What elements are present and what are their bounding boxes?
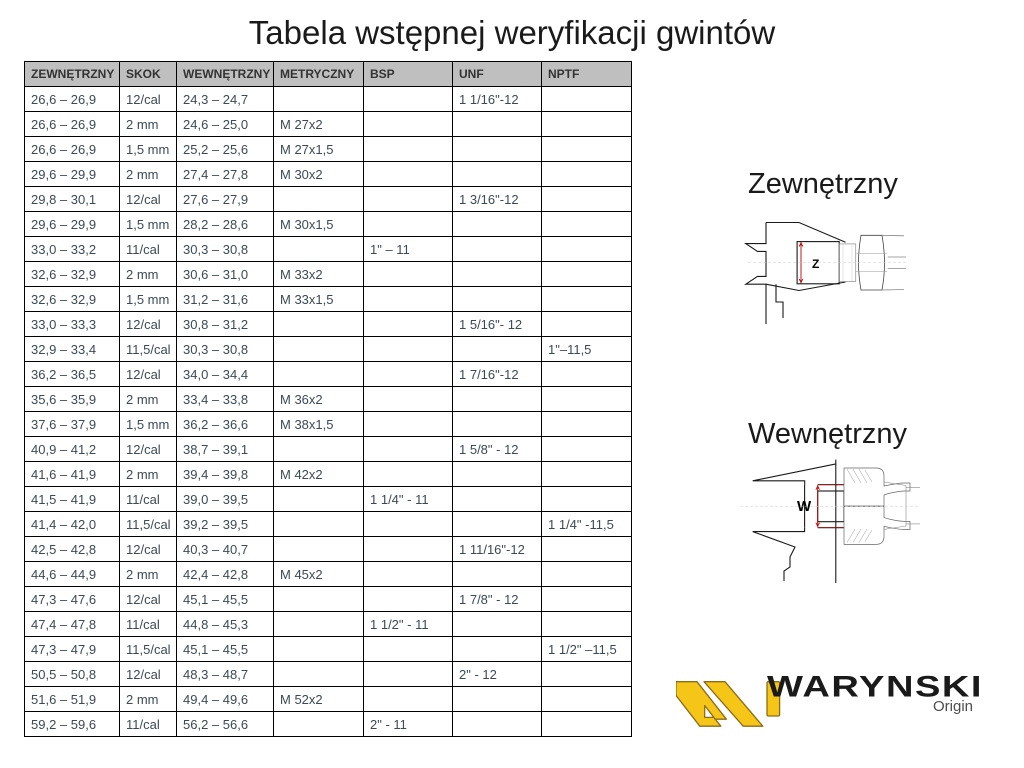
svg-text:Origin: Origin xyxy=(933,698,973,715)
svg-text:W: W xyxy=(797,498,812,515)
svg-text:Z: Z xyxy=(812,257,819,271)
